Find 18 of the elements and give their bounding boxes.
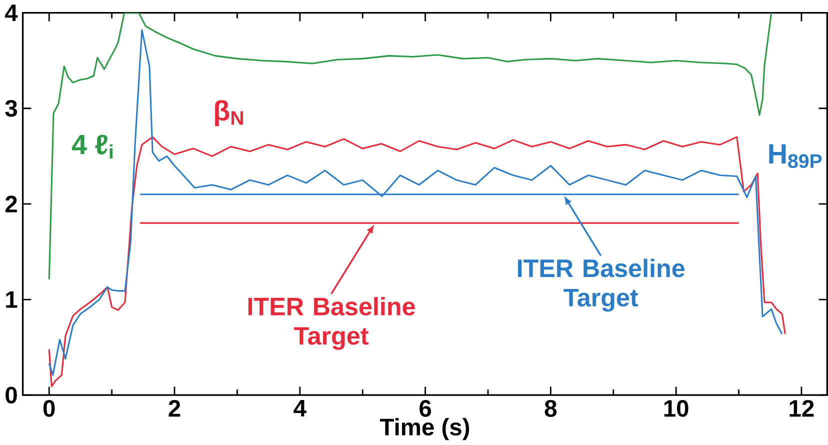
y-tick-label: 3 xyxy=(5,100,18,117)
x-tick-label: 4 xyxy=(294,400,306,416)
x-tick-label: 12 xyxy=(790,400,814,417)
x-tick-label: 10 xyxy=(664,400,688,417)
x-tick-label: 6 xyxy=(420,400,432,417)
x-axis-title: Time (s) xyxy=(380,418,470,440)
y-tick-label: 1 xyxy=(6,291,18,308)
series-label: H$_{89P}$ xyxy=(769,144,822,168)
x-tick-label: 0 xyxy=(43,400,55,417)
annotation: ITER Baseline Target xyxy=(248,297,415,350)
y-tick-label: 0 xyxy=(6,386,17,404)
x-tick-label: 8 xyxy=(544,400,557,417)
annotation: ITER Baseline Target xyxy=(518,258,684,312)
x-tick-label: 2 xyxy=(168,400,180,417)
y-tick-label: 2 xyxy=(5,196,17,212)
series-label: 4 ℓ$_{i}$ xyxy=(72,134,112,159)
series-label: β$_{N}$ xyxy=(215,100,243,126)
y-tick-label: 4 xyxy=(5,4,18,22)
